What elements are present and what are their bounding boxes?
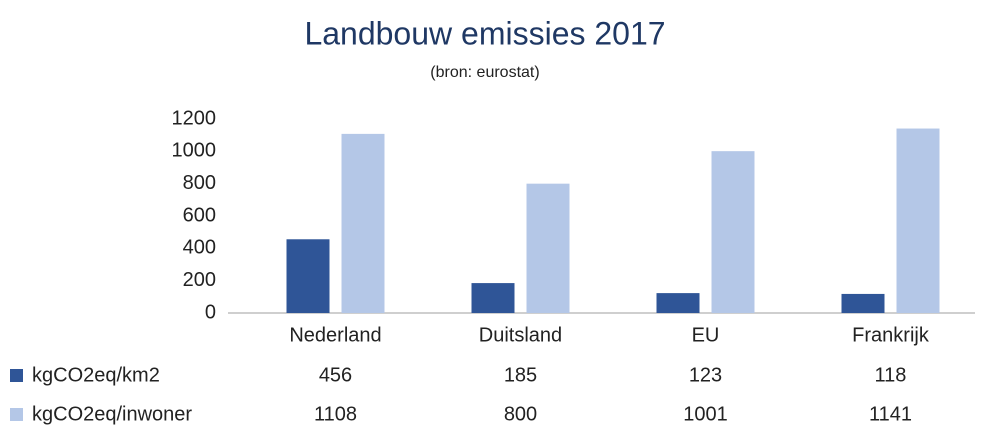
bar [656, 293, 700, 313]
legend-swatch [10, 408, 23, 421]
bar [711, 151, 755, 313]
legend-label: kgCO2eq/inwoner [32, 403, 192, 425]
y-tick-label: 1200 [172, 107, 217, 129]
bar [471, 283, 515, 313]
table-value: 1108 [314, 403, 357, 425]
legend-swatch [10, 369, 23, 382]
chart-subtitle: (bron: eurostat) [430, 64, 539, 81]
y-tick-label: 200 [183, 269, 216, 291]
bar [526, 183, 570, 313]
y-tick-label: 600 [183, 204, 216, 226]
bar [286, 239, 330, 313]
legend-label: kgCO2eq/km2 [32, 364, 160, 386]
bar [341, 133, 385, 313]
bar [841, 293, 885, 313]
x-tick-label: Duitsland [479, 324, 562, 346]
table-value: 456 [319, 364, 352, 386]
x-tick-label: Frankrijk [852, 324, 930, 346]
table-value: 118 [875, 364, 907, 386]
table-value: 800 [504, 403, 537, 425]
y-tick-label: 0 [205, 301, 216, 323]
table-value: 1141 [869, 403, 912, 425]
table-value: 1001 [683, 403, 728, 425]
y-tick-label: 1000 [172, 140, 217, 162]
x-tick-label: Nederland [289, 324, 381, 346]
x-tick-label: EU [692, 324, 720, 346]
chart-title: Landbouw emissies 2017 [304, 15, 665, 51]
y-tick-label: 400 [183, 237, 216, 259]
bar [896, 128, 940, 313]
table-value: 185 [504, 364, 537, 386]
table-value: 123 [689, 364, 722, 386]
y-tick-label: 800 [183, 172, 216, 194]
